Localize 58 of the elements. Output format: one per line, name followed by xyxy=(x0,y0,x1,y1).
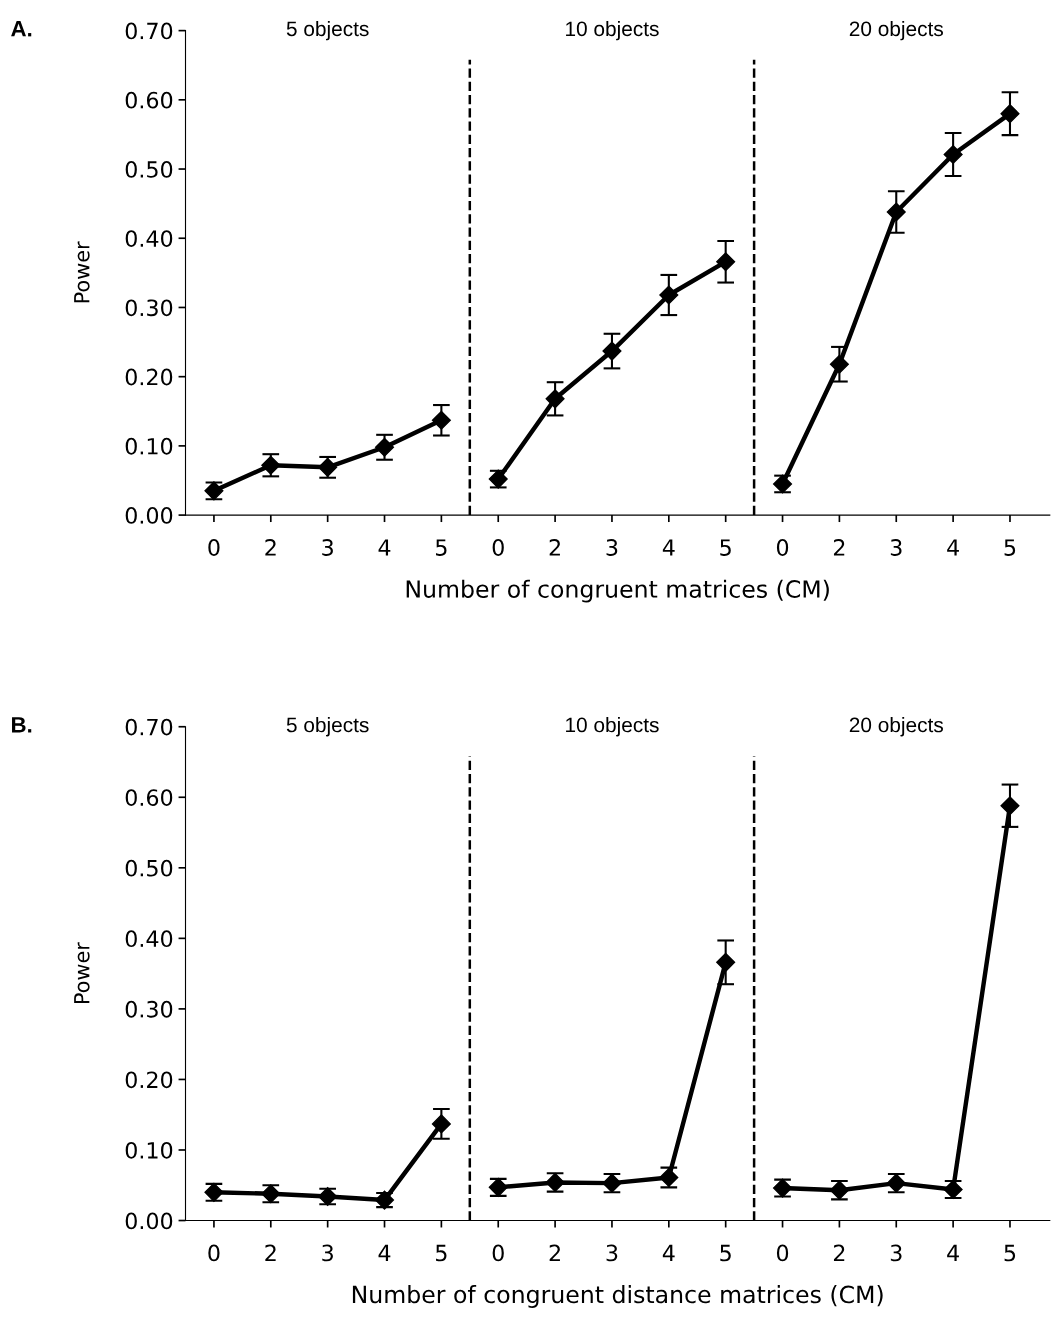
x-tick-label: 3 xyxy=(322,1244,333,1262)
annotation: 20 objects xyxy=(849,20,943,41)
y-tick-label: 0.70 xyxy=(125,22,173,40)
x-tick-label: 2 xyxy=(833,1244,845,1262)
x-axis-title: Number of congruent distance matrices (CM) xyxy=(352,1285,883,1308)
x-tick-label: 0 xyxy=(492,539,504,556)
x-tick-label: 4 xyxy=(662,539,675,556)
x-tick-label: 2 xyxy=(549,1244,560,1262)
annotation: 10 objects xyxy=(566,717,659,737)
y-tick-label: 0.70 xyxy=(125,718,173,736)
x-tick-label: 4 xyxy=(947,539,959,556)
y-tick-label: 0.20 xyxy=(125,1071,173,1089)
x-tick-label: 4 xyxy=(378,539,391,556)
annotation: 10 objects xyxy=(566,20,659,41)
x-tick-label: 3 xyxy=(322,539,333,556)
y-tick-label: 0.00 xyxy=(125,1212,173,1230)
x-tick-label: 5 xyxy=(720,539,731,556)
chart-title: A. xyxy=(11,21,32,37)
y-tick-label: 0.50 xyxy=(125,160,173,178)
y-tick-label: 0.10 xyxy=(125,437,173,455)
x-tick-label: 2 xyxy=(265,539,276,556)
x-axis-title: Number of congruent matrices (CM) xyxy=(406,579,829,603)
y-tick-label: 0.50 xyxy=(125,859,173,877)
annotation: 20 objects xyxy=(849,717,943,737)
x-tick-label: 5 xyxy=(1004,539,1016,556)
x-tick-label: 3 xyxy=(606,1244,618,1262)
x-tick-label: 4 xyxy=(378,1244,391,1262)
x-tick-label: 5 xyxy=(436,1244,447,1262)
x-tick-label: 0 xyxy=(776,539,789,556)
x-tick-label: 0 xyxy=(208,539,220,556)
y-tick-label: 0.20 xyxy=(125,368,173,386)
x-tick-label: 4 xyxy=(947,1244,959,1262)
x-tick-label: 3 xyxy=(890,539,902,556)
y-tick-label: 0.30 xyxy=(125,299,173,317)
x-tick-label: 0 xyxy=(492,1244,504,1262)
y-tick-label: 0.40 xyxy=(125,230,173,248)
x-tick-label: 0 xyxy=(208,1244,220,1262)
y-tick-label: 0.00 xyxy=(125,507,173,524)
y-tick-label: 0.30 xyxy=(125,1000,173,1018)
x-tick-label: 2 xyxy=(833,539,845,556)
y-tick-label: 0.40 xyxy=(125,930,173,948)
x-tick-label: 2 xyxy=(265,1244,276,1262)
y-tick-label: 0.10 xyxy=(125,1141,173,1159)
y-tick-label: 0.60 xyxy=(125,91,173,109)
annotation: 5 objects xyxy=(286,20,369,41)
x-tick-label: 2 xyxy=(549,539,560,556)
x-tick-label: 4 xyxy=(662,1244,675,1262)
y-tick-label: 0.60 xyxy=(125,789,173,807)
x-tick-label: 5 xyxy=(436,539,447,556)
annotation: 5 objects xyxy=(286,717,369,737)
x-tick-label: 3 xyxy=(890,1244,902,1262)
chart-title: B. xyxy=(12,717,32,733)
y-axis-title: Power xyxy=(74,942,90,1004)
y-axis-title: Power xyxy=(74,241,90,303)
x-tick-label: 5 xyxy=(720,1244,731,1262)
x-tick-label: 0 xyxy=(776,1244,789,1262)
x-tick-label: 5 xyxy=(1004,1244,1016,1262)
x-tick-label: 3 xyxy=(606,539,618,556)
